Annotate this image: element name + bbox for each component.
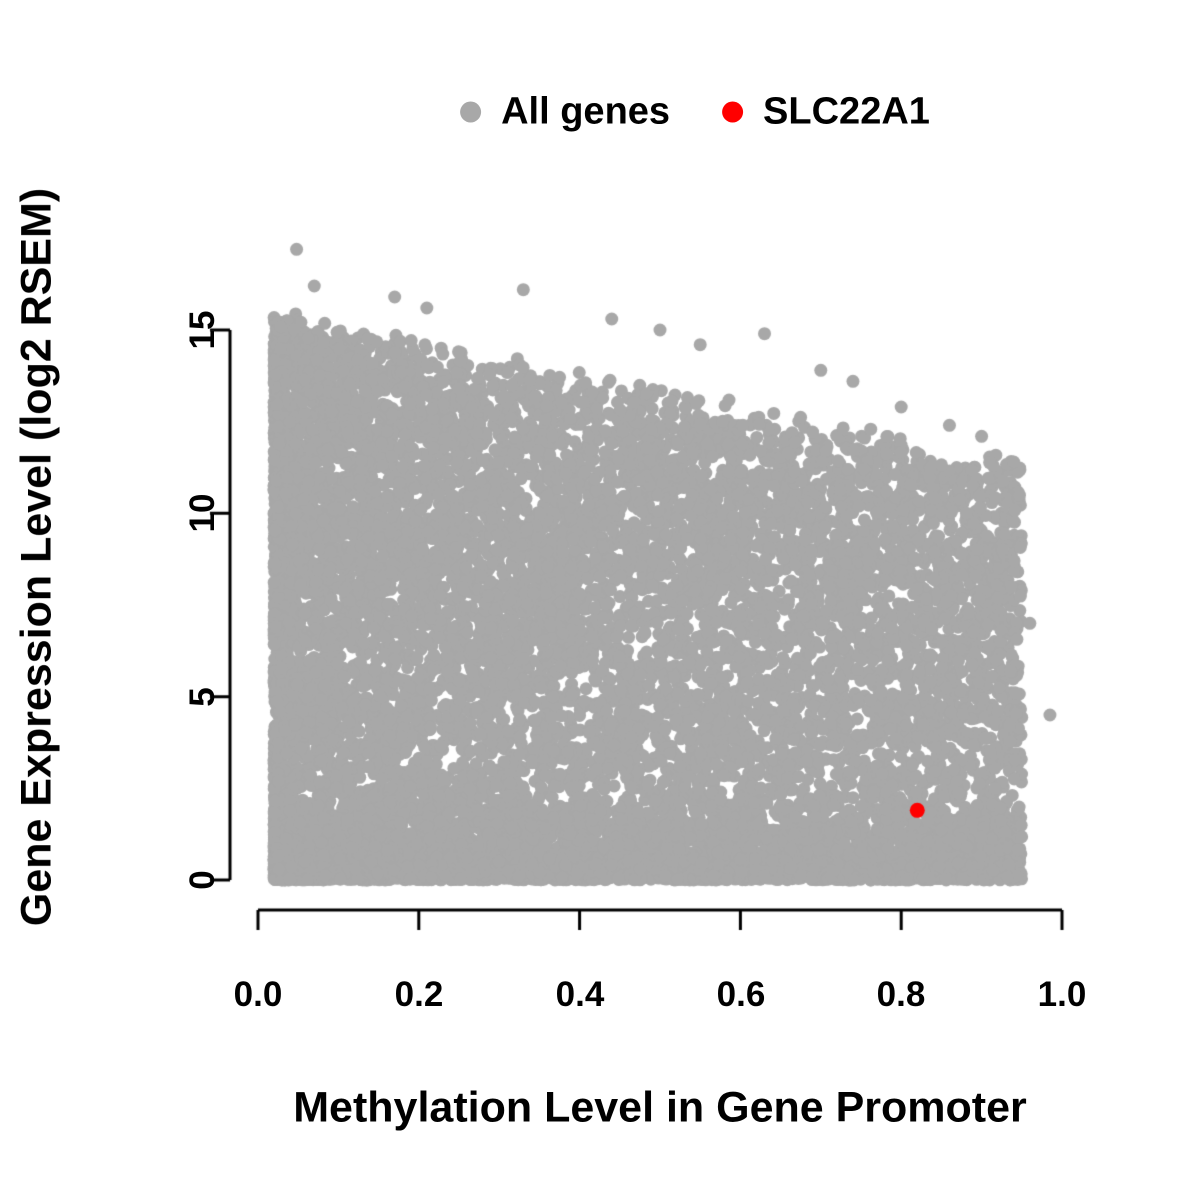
y-tick-label: 15	[183, 310, 222, 350]
legend-marker-all-genes-icon	[460, 101, 482, 123]
x-tick-label: 0.8	[876, 975, 926, 1014]
x-tick-label: 0.6	[716, 975, 766, 1014]
x-tick-label: 0.2	[394, 975, 444, 1014]
y-tick-label: 10	[183, 493, 222, 533]
legend-marker-slc22a1-icon	[722, 101, 744, 123]
legend-item-slc22a1: SLC22A1	[722, 91, 930, 134]
legend-label-slc22a1: SLC22A1	[763, 90, 930, 133]
x-tick-label: 1.0	[1037, 975, 1087, 1014]
legend: All genes SLC22A1	[460, 91, 930, 134]
y-tick-label: 5	[183, 687, 222, 707]
y-tick-label: 0	[183, 870, 222, 890]
y-axis-title: Gene Expression Level (log2 RSEM)	[12, 187, 61, 927]
x-tick-label: 0.4	[555, 975, 605, 1014]
legend-label-all-genes: All genes	[501, 90, 671, 133]
x-tick-label: 0.0	[233, 975, 283, 1014]
x-axis-title: Methylation Level in Gene Promoter	[293, 1083, 1027, 1132]
legend-item-all-genes: All genes	[460, 91, 670, 134]
